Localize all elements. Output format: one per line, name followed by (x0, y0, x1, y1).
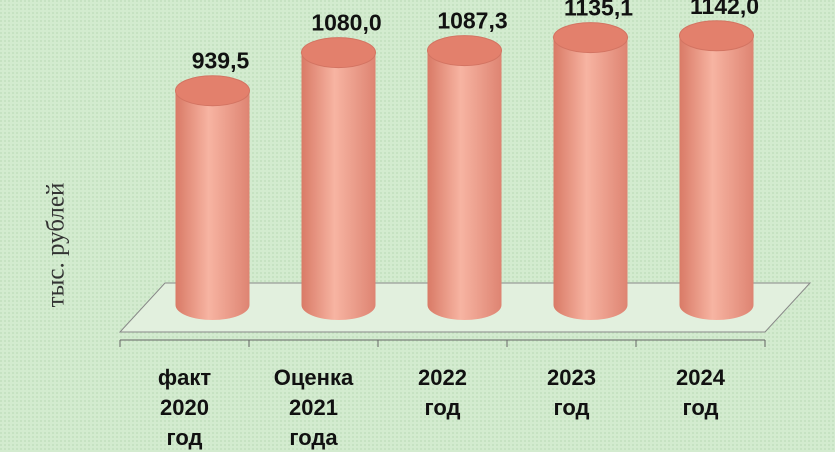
value-label: 1135,1 (564, 0, 633, 21)
x-tick-label: год (425, 395, 461, 420)
x-tick-label: год (683, 395, 719, 420)
bar-top (679, 20, 754, 52)
x-tick-label: Оценка (274, 365, 354, 390)
bar-body (679, 35, 754, 320)
bar-top (427, 35, 502, 67)
bar (679, 20, 754, 320)
x-tick-label: факт (158, 365, 211, 390)
bar (553, 22, 628, 320)
x-tick-label: 2021 (289, 395, 338, 420)
bar-top (301, 37, 376, 69)
x-tick-label: 2024 (676, 365, 726, 390)
bar (175, 75, 250, 320)
x-tick-label: год (554, 395, 590, 420)
x-tick-label: 2022 (418, 365, 467, 390)
bar-body (301, 52, 376, 320)
value-label: 939,5 (192, 48, 250, 74)
x-tick-label: год (167, 425, 203, 450)
bar (427, 35, 502, 321)
bar-body (553, 37, 628, 320)
x-tick-label: 2023 (547, 365, 596, 390)
bar-body (175, 90, 250, 320)
value-label: 1080,0 (311, 10, 381, 36)
bar-top (175, 75, 250, 107)
y-axis-label: тыс. рублей (43, 183, 70, 308)
x-tick-label: 2020 (160, 395, 209, 420)
bar (301, 37, 376, 320)
value-label: 1087,3 (437, 8, 507, 34)
bar-top (553, 22, 628, 54)
value-label: 1142,0 (690, 0, 759, 19)
bar-body (427, 50, 502, 321)
x-tick-label: года (289, 425, 338, 450)
